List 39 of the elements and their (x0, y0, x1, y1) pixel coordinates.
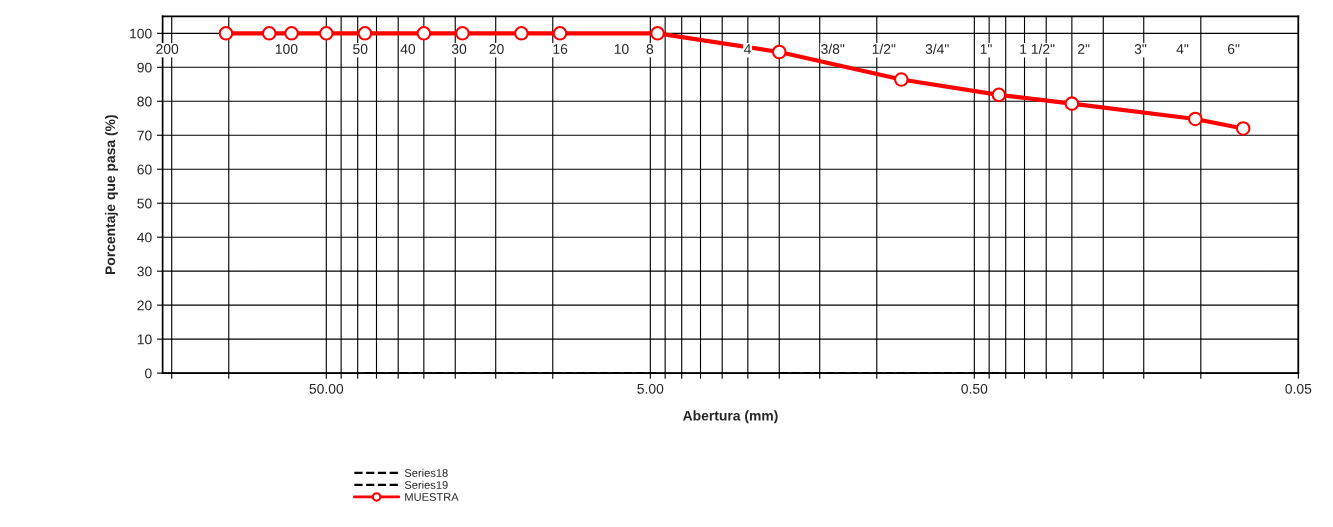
annotation: 4" (1176, 44, 1189, 54)
x-tick-label: 50.00 (309, 383, 344, 394)
y-tick-label: 60 (137, 164, 152, 175)
annotation: 6" (1227, 44, 1240, 54)
annotation: 2" (1078, 44, 1090, 54)
legend-label: Series19 (404, 480, 448, 489)
legend-label: Series18 (404, 468, 448, 477)
annotation: 4 (743, 44, 751, 54)
annotation: 20 (489, 44, 504, 54)
annotation: 1 1/2" (1020, 43, 1055, 54)
annotation: 30 (451, 44, 467, 54)
annotation: 3/8" (821, 43, 845, 54)
annotation: 10 (614, 44, 629, 54)
y-tick-label: 70 (137, 130, 152, 141)
x-axis-title: Abertura (mm) (682, 410, 778, 424)
y-tick-label: 20 (137, 300, 152, 311)
annotation: 100 (275, 44, 298, 54)
legend-label: MUESTRA (405, 493, 459, 501)
y-tick-label: 30 (137, 266, 152, 277)
y-tick-label: 90 (137, 62, 152, 73)
y-tick-label: 40 (137, 232, 152, 243)
x-tick-label: 5.00 (637, 383, 664, 394)
annotation: 200 (156, 44, 179, 54)
annotation: 1" (980, 44, 992, 54)
annotation: 40 (400, 44, 416, 54)
y-tick-label: 50 (137, 198, 152, 209)
annotation: 50 (353, 44, 368, 54)
annotation: 1/2" (872, 43, 896, 54)
y-tick-label: 100 (130, 28, 152, 39)
y-tick-label: 10 (137, 334, 152, 345)
annotation: 16 (553, 44, 568, 54)
y-tick-label: 80 (137, 96, 152, 107)
x-tick-label: 0.50 (961, 383, 988, 394)
x-tick-label: 0.05 (1285, 383, 1312, 394)
annotation: 3/4" (925, 43, 949, 54)
annotation: 3" (1134, 44, 1147, 54)
y-axis-title: Porcentaje que pasa (%) (104, 115, 118, 275)
y-tick-label: 0 (145, 368, 152, 379)
annotation: 8 (646, 44, 654, 54)
